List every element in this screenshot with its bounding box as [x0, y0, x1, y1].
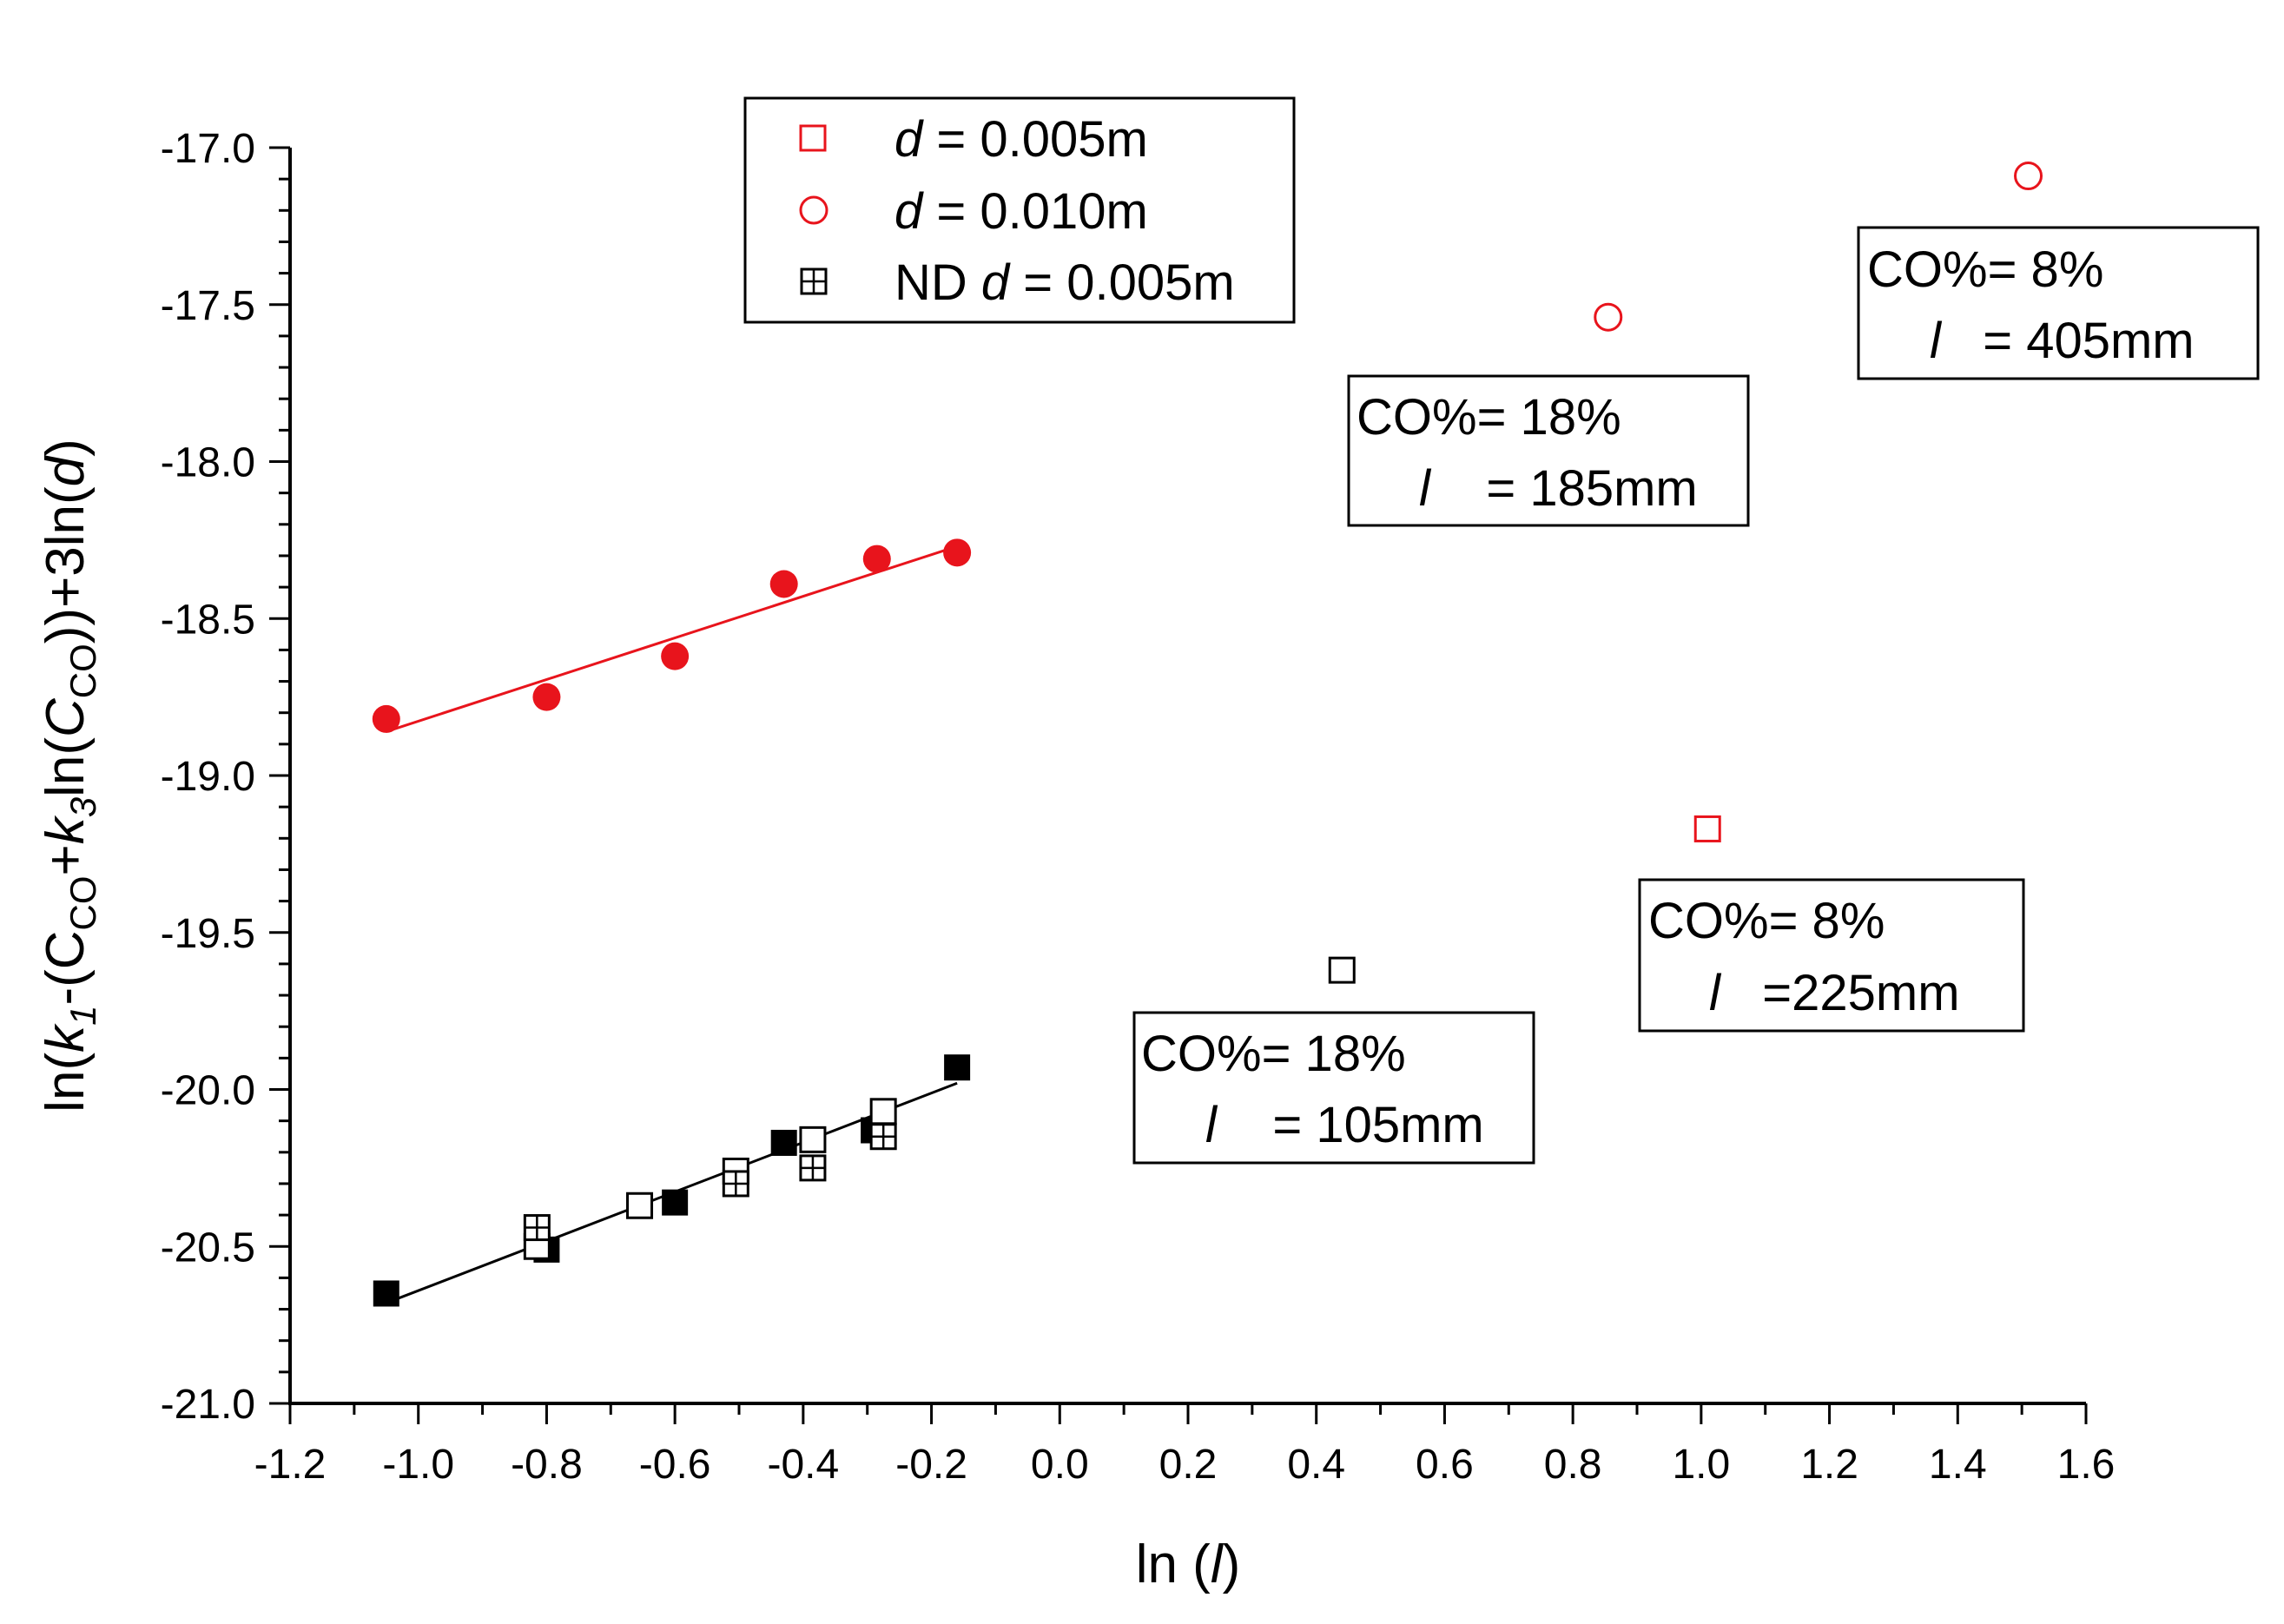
- y-ticks: -17.0 -17.5 -18.0 -18.5 -19.0 -19.5 -20.0 -20.5…: [161, 126, 290, 1428]
- annotation-box: [1638, 878, 2025, 1033]
- y-axis-title: ln(k1-(CCO+k3ln(CCO))+3ln(d): [36, 439, 103, 1112]
- annotation-co18-105: CO%= 18% l = 105mm: [1132, 1011, 1535, 1165]
- data-point: [1693, 815, 1721, 842]
- annotation-line1: CO%= 18%: [1141, 1026, 1406, 1082]
- annotation-line1: CO%= 8%: [1867, 241, 2103, 298]
- data-point: [869, 1098, 897, 1126]
- x-ticks: -1.2 -1.0 -0.8 -0.6 -0.4 -0.2 0.0 0.2 0.4 0.6 0.8 1…: [254, 1403, 2116, 1488]
- data-point: [662, 1189, 689, 1216]
- x-tick-label: -1.0: [382, 1442, 454, 1488]
- y-tick-label: -20.0: [161, 1068, 255, 1114]
- axes: [288, 148, 2086, 1405]
- annotation-box: [1857, 226, 2260, 380]
- legend-label: ND d = 0.005m: [894, 254, 1235, 311]
- x-tick-label: 0.2: [1159, 1442, 1218, 1488]
- x-tick-label: 1.4: [1929, 1442, 1987, 1488]
- y-tick-label: -19.5: [161, 911, 255, 957]
- data-point: [626, 1192, 654, 1219]
- y-tick-label: -18.0: [161, 440, 255, 486]
- data-point: [523, 1214, 551, 1242]
- annotation-line2: l =225mm: [1709, 965, 1960, 1021]
- fit-line: [386, 545, 958, 733]
- data-point: [661, 642, 690, 670]
- data-point: [944, 1054, 971, 1081]
- x-tick-label: 0.8: [1544, 1442, 1602, 1488]
- legend-label: d = 0.010m: [894, 183, 1148, 240]
- legend-box: [743, 96, 1296, 324]
- x-tick-label: 0.0: [1031, 1442, 1089, 1488]
- annotation-line1: CO%= 8%: [1648, 893, 1885, 949]
- x-axis-title: ln (l): [1136, 1535, 1241, 1594]
- data-point: [799, 1126, 827, 1153]
- legend-marker-open-square: [799, 124, 827, 152]
- x-tick-label: -0.4: [767, 1442, 839, 1488]
- annotation-line2: l = 105mm: [1205, 1097, 1484, 1153]
- x-tick-label: 1.2: [1800, 1442, 1858, 1488]
- y-tick-label: -20.5: [161, 1225, 255, 1271]
- x-tick-label: -0.2: [895, 1442, 967, 1488]
- annotation-line2: l = 185mm: [1419, 460, 1698, 517]
- data-point: [862, 545, 891, 573]
- data-point: [869, 1123, 897, 1151]
- x-tick-label: -0.6: [639, 1442, 711, 1488]
- legend: d = 0.005m d = 0.010m ND d = 0.005m: [743, 96, 1296, 324]
- x-tick-label: 0.6: [1416, 1442, 1474, 1488]
- annotation-box: [1347, 374, 1750, 527]
- annotation-co18-185: CO%= 18% l = 185mm: [1347, 374, 1750, 527]
- legend-marker-crossed-square: [800, 267, 828, 295]
- data-point: [943, 538, 972, 567]
- y-tick-label: -17.5: [161, 283, 255, 329]
- y-tick-label: -21.0: [161, 1382, 255, 1428]
- data-point: [799, 1154, 827, 1182]
- data-point: [1328, 956, 1356, 984]
- x-tick-label: -0.8: [511, 1442, 583, 1488]
- x-tick-label: 0.4: [1287, 1442, 1345, 1488]
- data-point: [1594, 302, 1623, 332]
- data-point: [722, 1170, 749, 1198]
- x-tick-label: -1.2: [254, 1442, 327, 1488]
- data-point: [769, 570, 798, 598]
- legend-marker-open-circle: [799, 195, 828, 225]
- annotation-co8-225: CO%= 8% l =225mm: [1638, 878, 2025, 1033]
- y-tick-label: -18.5: [161, 597, 255, 643]
- data-point: [372, 704, 400, 733]
- data-markers: [372, 162, 2043, 1307]
- data-point: [373, 1280, 399, 1307]
- data-point: [2014, 162, 2043, 191]
- legend-label: d = 0.005m: [894, 111, 1148, 168]
- annotation-line2: l = 405mm: [1930, 313, 2195, 369]
- x-tick-label: 1.6: [2057, 1442, 2116, 1488]
- annotation-line1: CO%= 18%: [1357, 389, 1621, 446]
- annotation-co8-405: CO%= 8% l = 405mm: [1857, 226, 2260, 380]
- data-point: [770, 1129, 797, 1156]
- y-tick-label: -17.0: [161, 126, 255, 172]
- x-tick-label: 1.0: [1672, 1442, 1730, 1488]
- annotation-box: [1132, 1011, 1535, 1165]
- y-tick-label: -19.0: [161, 754, 255, 800]
- data-point: [532, 683, 561, 711]
